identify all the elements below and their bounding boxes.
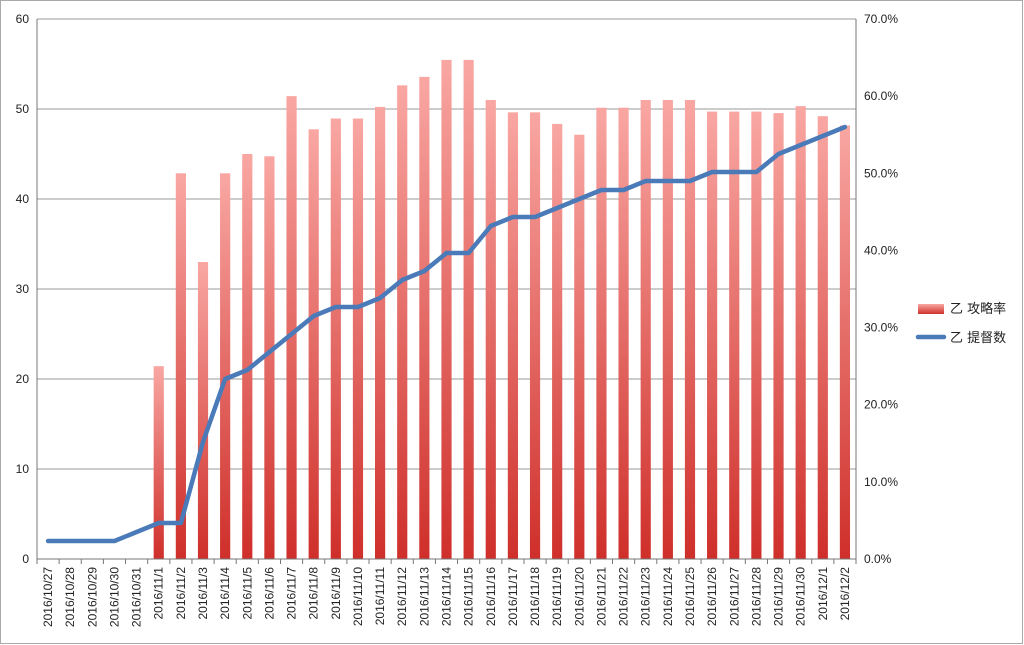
x-axis-tick-labels: 2016/10/27 2016/10/28 2016/10/29 2016/10/30…	[41, 567, 852, 627]
bar	[242, 154, 253, 559]
legend-label-line: 乙 提督数	[950, 330, 1006, 346]
x-tick-label: 2016/11/24	[661, 567, 675, 626]
bar	[773, 113, 784, 559]
right-axis-tick-labels: 0.0% 10.0% 20.0% 30.0% 40.0% 50.0% 60.0% 70.0%	[864, 12, 898, 566]
x-tick-label: 2016/11/3	[196, 567, 210, 620]
x-tick-label: 2016/10/31	[130, 567, 144, 627]
x-tick-label: 2016/11/21	[594, 567, 608, 626]
x-tick-label: 2016/11/7	[285, 567, 299, 620]
x-tick-label: 2016/10/28	[63, 567, 77, 627]
x-tick-label: 2016/11/25	[683, 567, 697, 626]
bar	[397, 85, 408, 559]
x-tick-label: 2016/11/17	[506, 567, 520, 626]
left-tick-label: 40	[16, 192, 30, 206]
bar	[795, 106, 806, 560]
x-tick-label: 2016/10/27	[41, 567, 55, 627]
x-tick-label: 2016/11/26	[705, 567, 719, 626]
axes	[36, 19, 857, 564]
x-tick-label: 2016/11/19	[550, 567, 564, 626]
line-series	[45, 124, 848, 544]
bar	[817, 116, 828, 559]
bar	[220, 173, 231, 560]
x-tick-label: 2016/11/2	[174, 567, 188, 620]
left-tick-label: 30	[16, 282, 30, 296]
bar	[463, 59, 474, 560]
x-tick-label: 2016/11/27	[727, 567, 741, 626]
bar	[574, 134, 585, 559]
right-tick-label: 60.0%	[864, 89, 898, 103]
x-tick-label: 2016/11/12	[395, 567, 409, 626]
legend-label-bar: 乙 攻略率	[950, 301, 1006, 317]
bar	[485, 100, 496, 559]
x-tick-label: 2016/11/8	[307, 567, 321, 620]
left-tick-label: 10	[16, 462, 30, 476]
bar	[197, 262, 209, 559]
legend-swatch-bar	[918, 304, 944, 314]
x-tick-label: 2016/11/23	[639, 567, 653, 626]
left-axis-tick-labels: 0 10 20 30 40 50 60	[16, 12, 30, 566]
x-tick-label: 2016/11/13	[417, 567, 431, 626]
bar	[552, 123, 563, 560]
bar	[684, 100, 696, 559]
left-tick-label: 0	[22, 552, 29, 566]
bar	[175, 173, 186, 560]
bar	[419, 76, 430, 559]
left-tick-label: 50	[16, 102, 30, 116]
x-tick-label: 2016/11/10	[351, 567, 365, 626]
bar	[729, 111, 740, 560]
bar	[330, 118, 341, 559]
bar	[153, 366, 164, 559]
right-tick-label: 40.0%	[864, 243, 898, 257]
x-tick-label: 2016/11/22	[617, 567, 631, 626]
x-tick-label: 2016/12/2	[838, 567, 852, 621]
bar	[751, 111, 762, 560]
right-tick-label: 20.0%	[864, 398, 898, 412]
x-tick-label: 2016/11/4	[218, 567, 232, 620]
right-tick-label: 10.0%	[864, 475, 898, 489]
x-tick-label: 2016/10/29	[85, 567, 99, 627]
x-tick-label: 2016/11/15	[462, 567, 476, 626]
bar	[662, 100, 673, 559]
right-tick-label: 0.0%	[864, 552, 892, 566]
bar	[507, 112, 518, 559]
bar	[839, 125, 851, 559]
bar	[308, 129, 319, 560]
x-tick-label: 2016/11/18	[528, 567, 542, 626]
x-tick-label: 2016/11/20	[572, 567, 586, 626]
legend: 乙 攻略率 乙 提督数	[915, 301, 1006, 346]
left-tick-label: 60	[16, 12, 30, 26]
right-tick-label: 30.0%	[864, 321, 898, 335]
left-tick-label: 20	[16, 372, 30, 386]
right-tick-label: 50.0%	[864, 166, 898, 180]
bar	[707, 111, 718, 560]
x-tick-label: 2016/11/16	[484, 567, 498, 626]
bar	[441, 59, 452, 560]
x-tick-label: 2016/11/1	[152, 567, 166, 620]
x-tick-label: 2016/11/29	[772, 567, 786, 626]
bar	[286, 96, 297, 560]
bar	[618, 107, 629, 559]
bar-series	[153, 59, 851, 560]
x-tick-label: 2016/11/30	[794, 567, 808, 626]
bar	[264, 156, 275, 560]
x-tick-label: 2016/12/1	[816, 567, 830, 621]
x-tick-label: 2016/11/9	[329, 567, 343, 620]
bar	[596, 107, 607, 559]
right-tick-label: 70.0%	[864, 12, 898, 26]
x-tick-label: 2016/11/6	[262, 567, 276, 620]
bar	[529, 112, 541, 559]
x-tick-label: 2016/10/30	[107, 567, 121, 627]
x-tick-label: 2016/11/11	[373, 567, 387, 626]
bar	[352, 118, 364, 559]
x-tick-label: 2016/11/14	[440, 567, 454, 626]
bar	[640, 100, 651, 559]
x-tick-label: 2016/11/5	[240, 567, 254, 620]
bar	[375, 106, 386, 559]
x-tick-label: 2016/11/28	[749, 567, 763, 626]
